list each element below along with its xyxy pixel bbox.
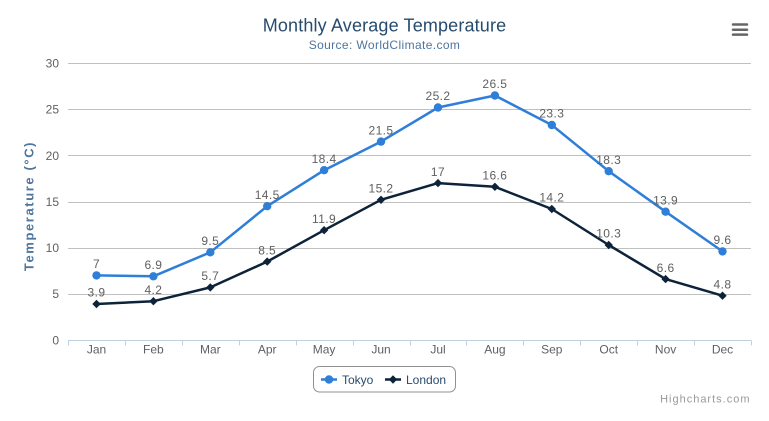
svg-text:18.3: 18.3: [596, 153, 621, 167]
svg-text:11.9: 11.9: [312, 212, 336, 226]
svg-text:Jul: Jul: [430, 343, 445, 357]
svg-text:Jan: Jan: [87, 343, 106, 357]
svg-text:London: London: [406, 373, 446, 387]
svg-text:9.5: 9.5: [201, 234, 219, 248]
svg-text:Temperature (°C): Temperature (°C): [22, 141, 37, 271]
svg-text:Mar: Mar: [200, 343, 221, 357]
svg-text:25: 25: [46, 103, 60, 117]
svg-text:10: 10: [46, 241, 60, 255]
svg-text:Monthly Average Temperature: Monthly Average Temperature: [263, 16, 507, 36]
svg-text:10.3: 10.3: [596, 227, 621, 241]
svg-text:14.5: 14.5: [255, 188, 280, 202]
svg-text:18.4: 18.4: [312, 152, 337, 166]
svg-text:Apr: Apr: [258, 343, 277, 357]
svg-text:9.6: 9.6: [714, 233, 732, 247]
svg-text:23.3: 23.3: [539, 107, 564, 121]
svg-text:15.2: 15.2: [369, 182, 394, 196]
svg-text:14.2: 14.2: [539, 191, 564, 205]
svg-text:Jun: Jun: [371, 343, 390, 357]
svg-text:4.8: 4.8: [714, 277, 732, 291]
svg-text:15: 15: [46, 195, 60, 209]
svg-text:Feb: Feb: [143, 343, 164, 357]
svg-text:25.2: 25.2: [426, 89, 451, 103]
svg-text:5.7: 5.7: [201, 269, 219, 283]
svg-text:4.2: 4.2: [144, 283, 162, 297]
svg-text:3.9: 3.9: [88, 286, 106, 300]
svg-text:20: 20: [46, 149, 60, 163]
svg-text:26.5: 26.5: [482, 77, 507, 91]
svg-text:Sep: Sep: [541, 343, 563, 357]
svg-text:Source: WorldClimate.com: Source: WorldClimate.com: [309, 38, 461, 52]
svg-text:May: May: [313, 343, 336, 357]
svg-text:13.9: 13.9: [653, 193, 678, 207]
svg-text:Dec: Dec: [712, 343, 733, 357]
svg-text:21.5: 21.5: [369, 123, 394, 137]
svg-text:30: 30: [46, 57, 60, 71]
svg-text:0: 0: [52, 333, 59, 347]
svg-text:7: 7: [93, 257, 100, 271]
svg-text:6.6: 6.6: [657, 261, 675, 275]
svg-text:5: 5: [52, 287, 59, 301]
svg-text:8.5: 8.5: [258, 243, 276, 257]
svg-text:Aug: Aug: [484, 343, 505, 357]
svg-text:16.6: 16.6: [482, 169, 507, 183]
svg-text:Oct: Oct: [599, 343, 618, 357]
svg-text:6.9: 6.9: [144, 258, 162, 272]
svg-text:Nov: Nov: [655, 343, 676, 357]
svg-text:17: 17: [431, 165, 445, 179]
svg-text:Highcharts.com: Highcharts.com: [660, 394, 750, 406]
svg-text:Tokyo: Tokyo: [342, 373, 374, 387]
